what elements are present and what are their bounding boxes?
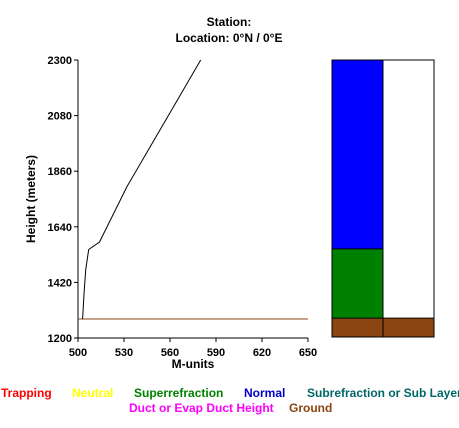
x-tick-label: 560 (161, 347, 179, 359)
legend-trapping: Trapping (1, 386, 52, 400)
x-tick-label: 650 (299, 347, 317, 359)
x-ticks: 500 530 560 590 620 650 (69, 338, 317, 359)
x-tick-label: 530 (115, 347, 133, 359)
x-axis-label: M-units (172, 357, 215, 371)
layer-profile-bar (331, 59, 435, 338)
legend-superrefraction: Superrefraction (134, 386, 223, 400)
station-label: Station: (207, 15, 252, 29)
left-layer-superrefraction (332, 248, 383, 319)
y-axis-label: Height (meters) (24, 155, 38, 243)
y-ticks: 1200 1420 1640 1860 2080 2300 (48, 55, 78, 345)
plot-area: 1200 1420 1640 1860 2080 2300 500 530 560 590 620… (48, 55, 318, 359)
legend-normal: Normal (244, 386, 285, 400)
legend: Trapping Neutral Superrefraction Normal … (1, 386, 459, 415)
y-tick-label: 1420 (48, 277, 72, 289)
x-tick-label: 620 (253, 347, 271, 359)
left-layer-normal (332, 60, 383, 249)
left-layer-ground (332, 318, 383, 337)
legend-duct: Duct or Evap Duct Height (129, 401, 274, 415)
right-layer-ground (383, 318, 434, 337)
x-tick-label: 590 (207, 347, 225, 359)
y-tick-label: 1640 (48, 222, 72, 234)
y-tick-label: 1200 (48, 333, 72, 345)
y-tick-label: 1860 (48, 166, 72, 178)
legend-subrefraction: Subrefraction or Sub Layer (307, 386, 459, 400)
legend-neutral: Neutral (72, 386, 113, 400)
m-unit-profile-line (82, 59, 202, 320)
y-tick-label: 2300 (48, 55, 72, 67)
x-tick-label: 500 (69, 347, 87, 359)
legend-ground: Ground (289, 401, 332, 415)
location-label: Location: 0°N / 0°E (176, 31, 283, 45)
y-tick-label: 2080 (48, 111, 72, 123)
